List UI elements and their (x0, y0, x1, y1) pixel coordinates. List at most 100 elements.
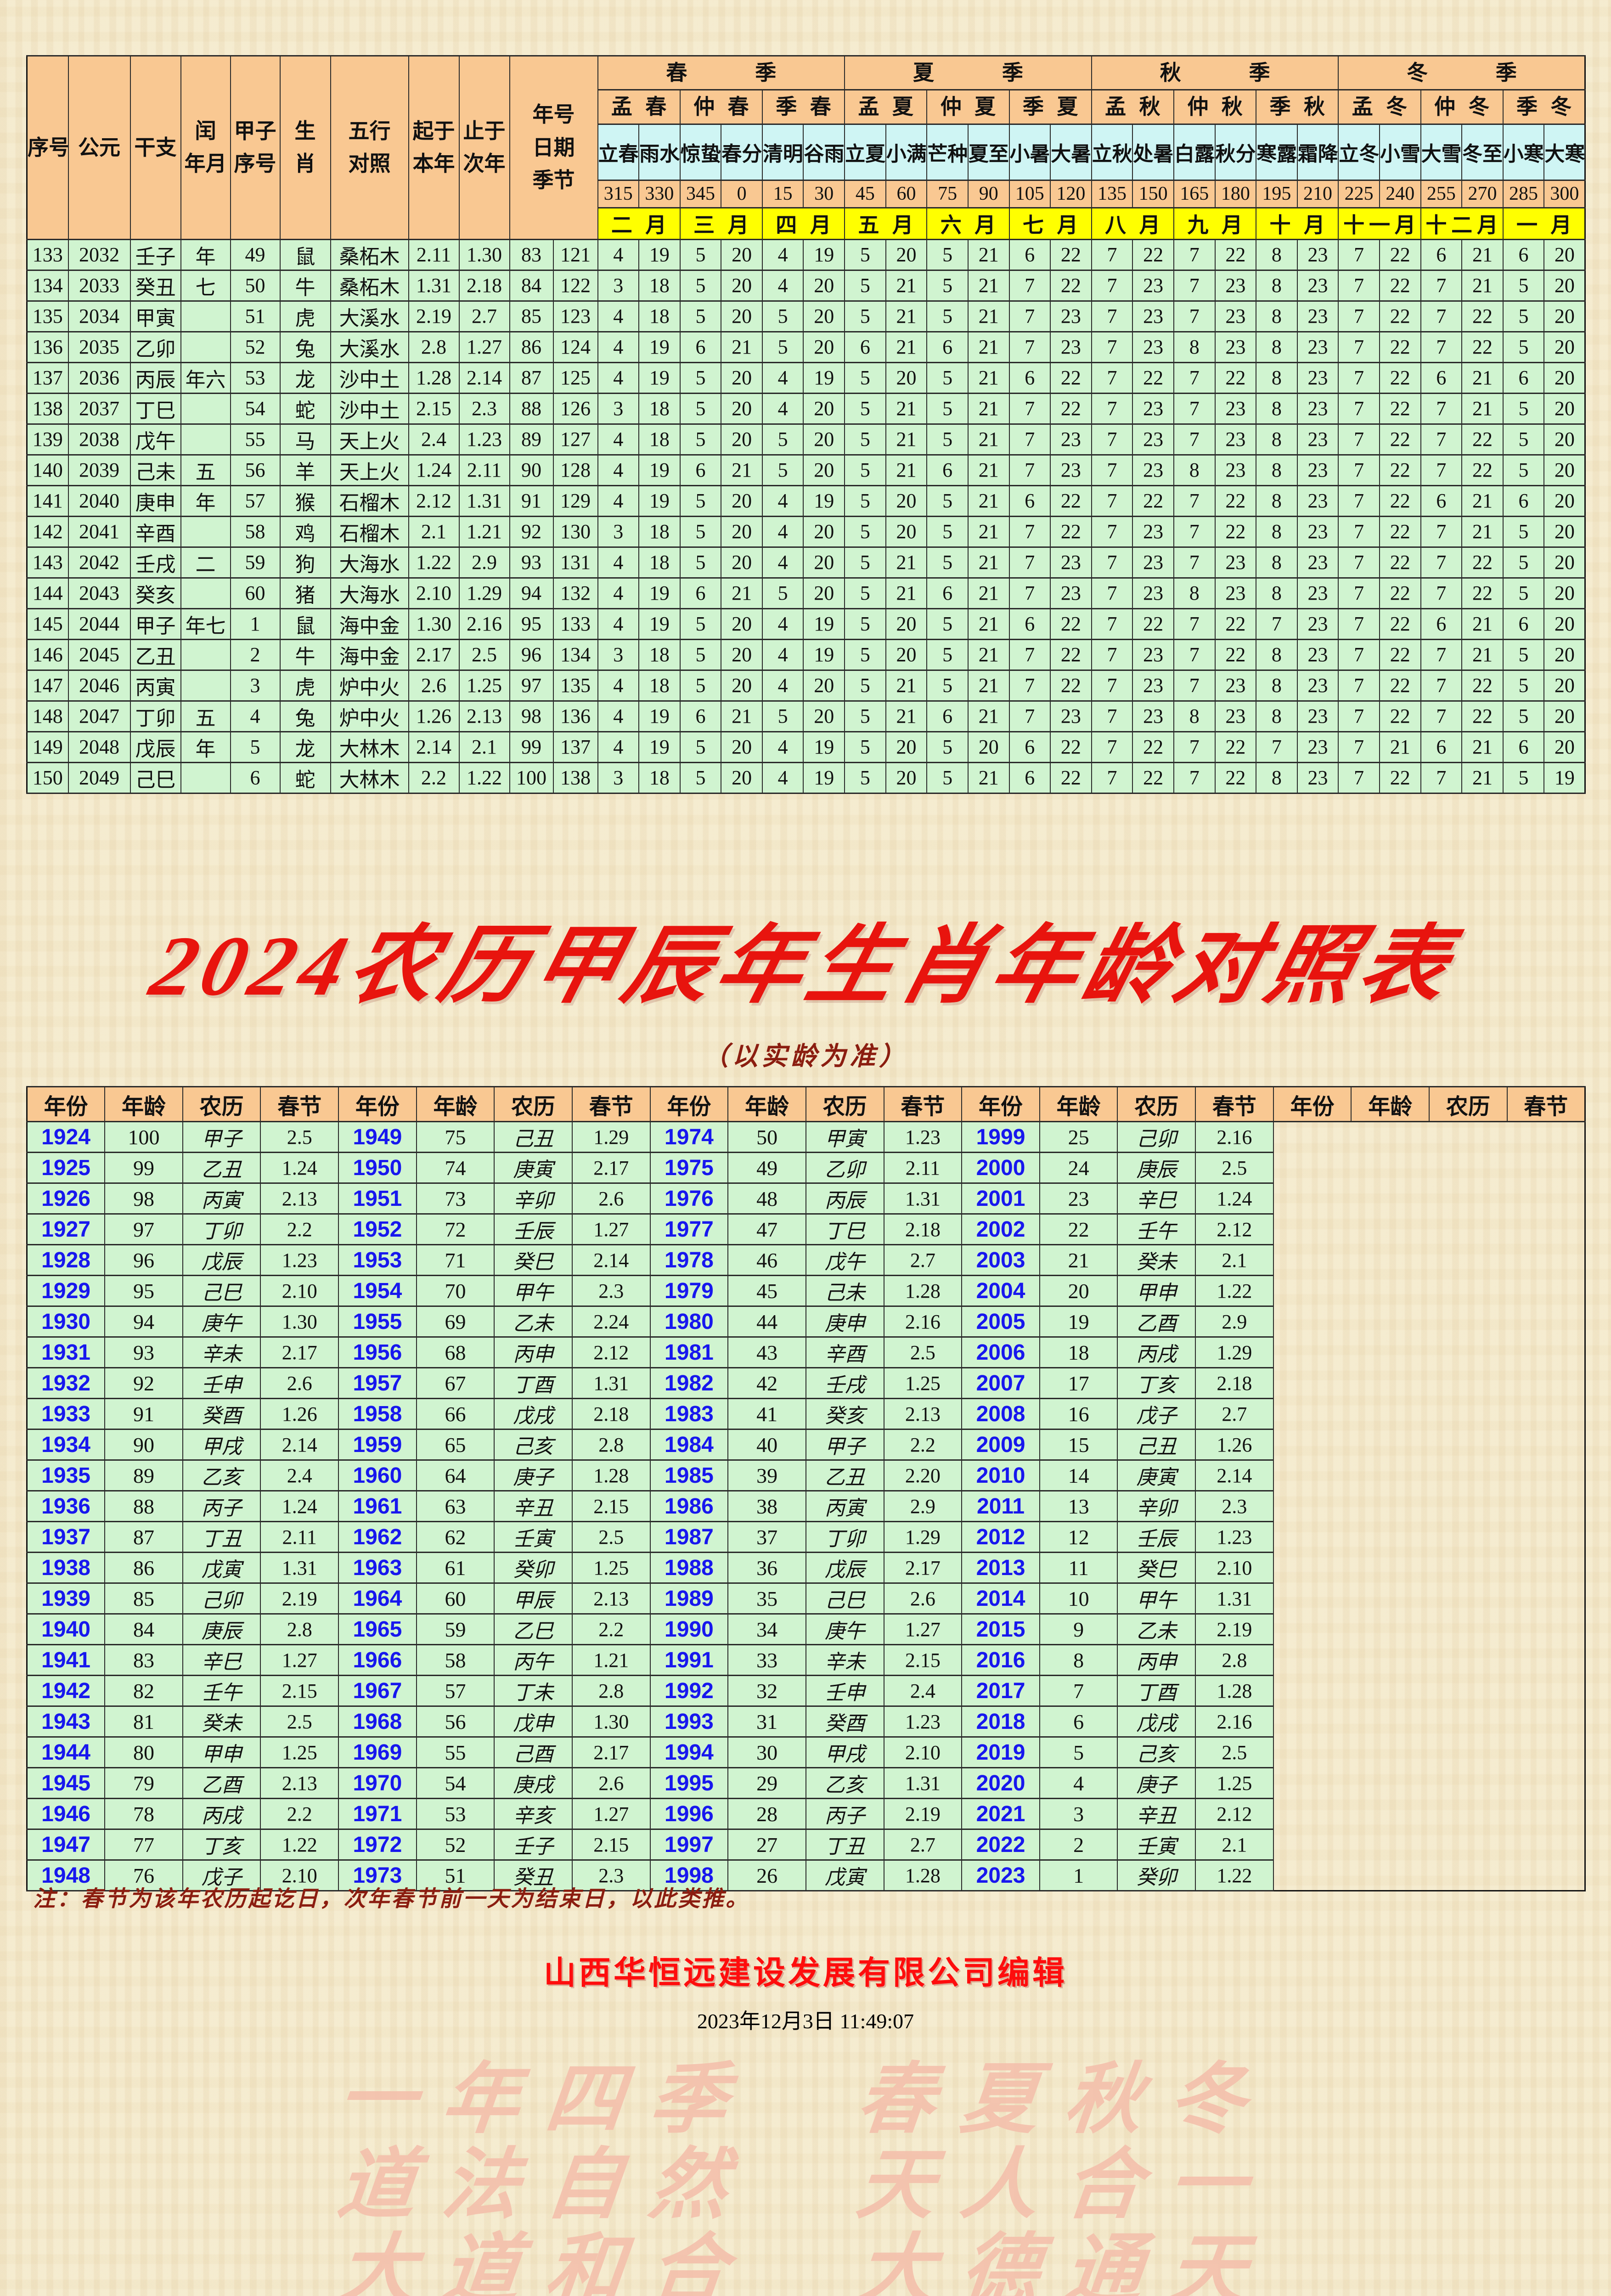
t1-subseason-11-text: 季冬 (1504, 91, 1584, 123)
t2-age: 13 (1039, 1490, 1118, 1522)
t1-date-8: 5 (926, 761, 969, 794)
t1-subseason-10-text: 仲冬 (1422, 91, 1502, 123)
t1-date-4: 4 (761, 608, 804, 640)
t1-date-15: 22 (1214, 238, 1257, 271)
t1-date-18: 7 (1338, 454, 1380, 486)
t1-era2: 132 (552, 577, 598, 609)
t1-era2: 133 (552, 608, 598, 640)
t1-subseason-4: 仲夏 (926, 89, 1010, 125)
t1-leap: 二 (180, 546, 231, 579)
t1-data-row-150: 150 2049 己巳 6 蛇大林木 2.2 1.22 100 138 3 18 5 20 4 19 5 20 5… (26, 761, 1586, 794)
t1-date-16: 7 (1256, 731, 1298, 763)
t1-degree-14: 165 (1173, 179, 1216, 208)
t1-date-0: 4 (597, 423, 640, 456)
t1-degree-21: 270 (1461, 179, 1504, 208)
t1-jiazi: 6 (230, 761, 281, 794)
t1-solar-term-16: 寒露 (1256, 123, 1298, 181)
t2-year: 1970 (338, 1767, 417, 1799)
char: 月 (892, 213, 913, 237)
char: 仲 (1434, 95, 1455, 119)
t1-date-16: 8 (1256, 638, 1298, 671)
t1-seq: 134 (26, 269, 69, 302)
t2-year: 1936 (26, 1490, 106, 1522)
char: 月 (1221, 213, 1243, 237)
t1-date-8: 5 (926, 546, 969, 579)
t1-month-1-text: 三月 (681, 209, 761, 238)
t1-year: 2041 (68, 515, 131, 548)
t1-year: 2047 (68, 700, 131, 732)
t1-ganzhi: 庚申 (130, 484, 181, 517)
t1-date-8: 5 (926, 515, 969, 548)
t2-data-row-5: 1929 95 己巳 2.10 1954 70 甲午 2.3 1979 45 己未 1.28 2004 2… (26, 1275, 1585, 1307)
t1-date-16: 8 (1256, 669, 1298, 702)
t2-age: 62 (416, 1521, 495, 1553)
t1-left-header-2: 干支 (130, 55, 181, 240)
t1-date-18: 7 (1338, 238, 1380, 271)
t1-date-15: 23 (1214, 546, 1257, 579)
t1-date-13: 22 (1132, 238, 1174, 271)
t2-data-row-9: 1933 91 癸酉 1.26 1958 66 戊戌 2.18 1983 41 癸亥 2.13 2008… (26, 1398, 1585, 1430)
char: 月 (810, 213, 831, 237)
t1-month-3-text: 五月 (845, 209, 926, 238)
t1-date-21: 22 (1461, 300, 1504, 332)
t1-date-20: 7 (1420, 331, 1463, 363)
t2-data-row-16: 1940 84 庚辰 2.8 1965 59 乙巳 2.2 1990 34 庚午 1.27 2015 9 乙… (26, 1613, 1585, 1645)
t1-ganzhi: 丙寅 (130, 669, 181, 702)
t1-date-15: 23 (1214, 700, 1257, 732)
t2-data-row-2: 1926 98 丙寅 2.13 1951 73 辛卯 2.6 1976 48 丙辰 1.31 2001 2… (26, 1182, 1585, 1215)
t1-date-1: 18 (638, 392, 681, 425)
t2-year: 1947 (26, 1829, 106, 1861)
t2-lunar: 乙酉 (1117, 1306, 1196, 1338)
t1-date-3: 20 (721, 669, 763, 702)
t2-year: 2018 (961, 1705, 1040, 1738)
t1-degree-9: 90 (967, 179, 1010, 208)
t1-date-23: 20 (1543, 731, 1586, 763)
t1-date-5: 20 (803, 392, 845, 425)
t1-seq: 135 (26, 300, 69, 332)
t1-date-7: 21 (885, 423, 928, 456)
t1-zodiac: 鸡 (279, 515, 331, 548)
t2-lunar: 己巳 (805, 1582, 884, 1615)
t1-date-14: 8 (1173, 577, 1216, 609)
t2-age: 57 (416, 1675, 495, 1707)
t2-cny: 2.4 (260, 1459, 339, 1491)
t1-date-23: 20 (1543, 515, 1586, 548)
t1-date-15: 23 (1214, 423, 1257, 456)
char: 六 (940, 213, 962, 237)
t2-lunar: 己丑 (494, 1121, 573, 1153)
t2-age: 81 (104, 1705, 183, 1738)
t2-cny: 2.2 (260, 1213, 339, 1245)
t2-year: 1991 (649, 1644, 729, 1676)
t1-date-21: 21 (1461, 638, 1504, 671)
t1-date-7: 20 (885, 608, 928, 640)
t1-solar-term-12: 立秋 (1091, 123, 1133, 181)
t2-year: 1942 (26, 1675, 106, 1707)
t2-lunar: 己亥 (494, 1429, 573, 1461)
t2-cny: 2.17 (883, 1552, 963, 1584)
t1-date-9: 21 (967, 700, 1010, 732)
t1-date-9: 21 (967, 454, 1010, 486)
t2-year: 2012 (961, 1521, 1040, 1553)
t1-date-5: 20 (803, 331, 845, 363)
t1-end: 1.22 (458, 761, 510, 794)
t1-date-21: 21 (1461, 608, 1504, 640)
t1-date-16: 7 (1256, 608, 1298, 640)
t2-data-row-20: 1944 80 甲申 1.25 1969 55 己酉 2.17 1994 30 甲戌 2.10 2019… (26, 1736, 1585, 1768)
t1-date-4: 4 (761, 392, 804, 425)
t1-date-14: 7 (1173, 608, 1216, 640)
t2-cny: 2.8 (571, 1429, 651, 1461)
t1-date-14: 7 (1173, 669, 1216, 702)
t1-date-7: 21 (885, 546, 928, 579)
t2-year: 1963 (338, 1552, 417, 1584)
t2-cny: 2.9 (1195, 1306, 1274, 1338)
t1-date-9: 21 (967, 392, 1010, 425)
t2-lunar: 丙戌 (182, 1798, 261, 1830)
t1-date-10: 7 (1008, 392, 1051, 425)
t2-lunar: 乙亥 (182, 1459, 261, 1491)
t1-degree-22: 285 (1502, 179, 1545, 208)
t1-date-5: 19 (803, 731, 845, 763)
t1-date-20: 7 (1420, 423, 1463, 456)
t1-ganzhi: 戊辰 (130, 731, 181, 763)
t1-date-20: 7 (1420, 546, 1463, 579)
t1-date-17: 23 (1296, 731, 1339, 763)
